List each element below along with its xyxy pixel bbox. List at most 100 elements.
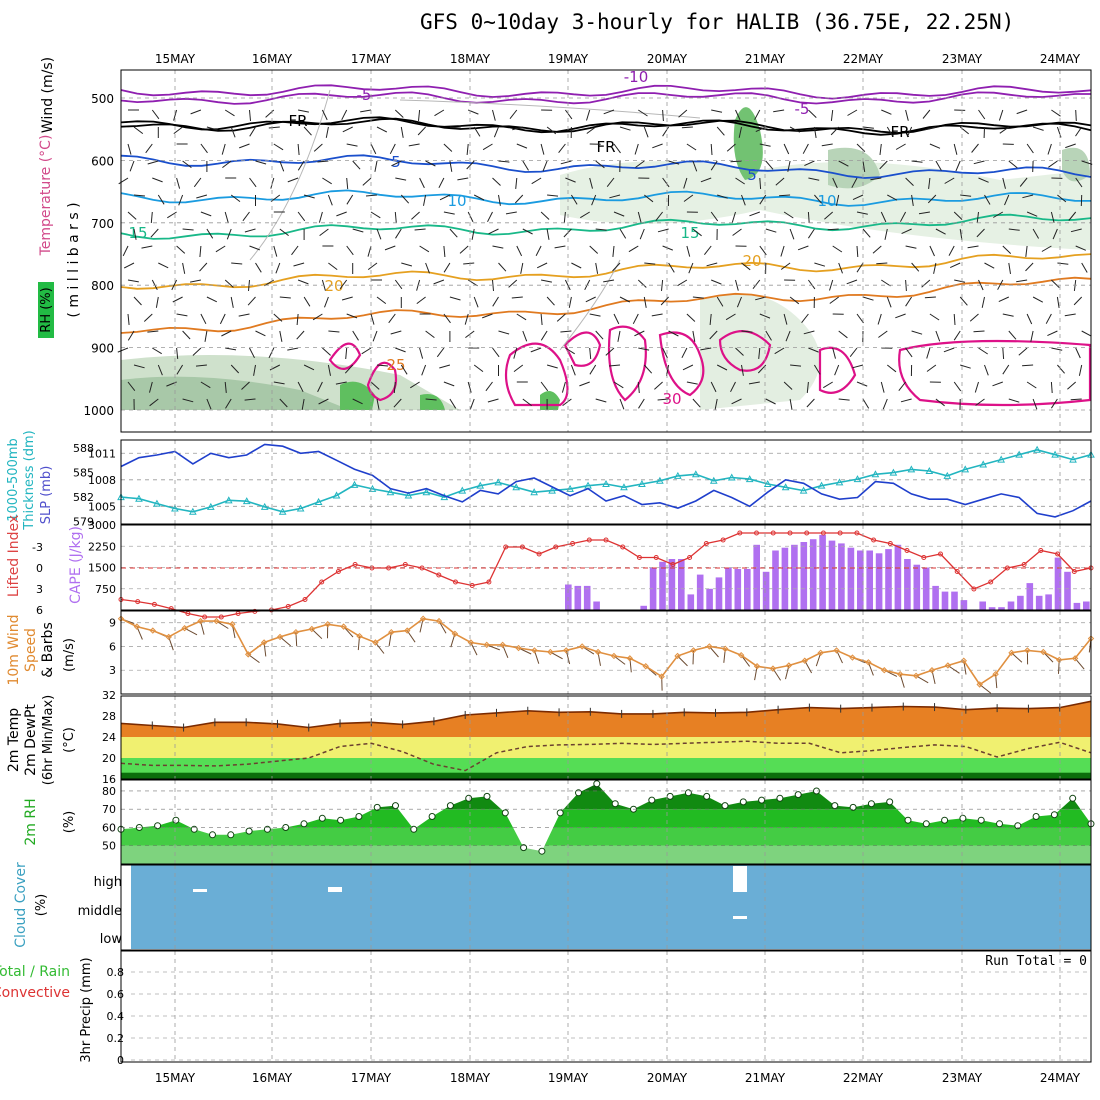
wind-barb	[346, 245, 354, 256]
wind-barb	[1032, 296, 1044, 303]
wind-speed-point	[117, 615, 125, 622]
wind-barb	[540, 313, 543, 326]
cape-bar	[574, 585, 582, 610]
wind-barb	[346, 194, 354, 205]
wind-barb	[360, 109, 372, 113]
wind-barb	[700, 347, 712, 351]
run-total-label: Run Total = 0	[985, 954, 1087, 969]
wind-barb	[516, 313, 527, 321]
wind-barb	[1008, 160, 1018, 169]
cape-bar	[960, 600, 968, 610]
thickness-point	[206, 502, 215, 510]
wind-barb	[978, 109, 986, 120]
wind-barb	[564, 279, 571, 291]
wind-barb	[151, 109, 160, 120]
wind-barb	[370, 211, 381, 219]
wind-barb	[230, 296, 234, 308]
li-point	[820, 530, 826, 536]
pressure-tick-label: 600	[91, 154, 114, 168]
thickness-tick-label: 582	[73, 491, 94, 504]
wind-barb	[221, 330, 232, 337]
wind-barb	[585, 296, 596, 303]
wind-barb	[222, 160, 232, 169]
wind-barb	[612, 262, 621, 272]
rh-contour	[559, 259, 621, 351]
wind-speed-point	[610, 652, 618, 660]
wind-barb	[797, 245, 809, 251]
wind-barb	[473, 364, 484, 373]
thickness-point	[1033, 445, 1041, 453]
wind-barb	[522, 398, 532, 407]
wind-barb	[249, 109, 251, 122]
cape-bar	[1054, 557, 1062, 610]
t2-label-3: (6hr Min/Max)	[41, 695, 56, 785]
wind-barb	[293, 262, 305, 267]
wind-barb	[731, 211, 736, 223]
wind-barb	[433, 279, 445, 285]
li-tick-label: -3	[32, 541, 43, 554]
cape-bar	[1035, 595, 1043, 610]
wind-barb	[735, 347, 744, 356]
thickness-point	[871, 470, 880, 478]
thickness-point	[763, 479, 772, 488]
wind-barb	[832, 347, 836, 359]
li-point	[486, 579, 492, 585]
thickness-point	[189, 507, 197, 515]
isotherm-30-contour	[818, 346, 857, 394]
wind-speed-point	[1040, 648, 1047, 656]
wind-barb	[807, 279, 816, 290]
rh2-label: 2m RH	[23, 798, 39, 845]
wind-barb	[595, 262, 599, 274]
wind-barb	[410, 381, 420, 389]
date-label-bottom: 16MAY	[252, 1071, 293, 1085]
wind-barb	[886, 296, 892, 308]
wind-barb	[219, 313, 226, 325]
temp-tick-label: 28	[102, 710, 116, 723]
li-point	[285, 604, 291, 609]
wind-barb	[686, 313, 696, 322]
li-point	[469, 583, 475, 588]
wind-barb	[522, 228, 533, 235]
rh-tick-label: 60	[102, 821, 116, 834]
wind-barb	[513, 347, 518, 359]
wind-barb	[324, 296, 329, 308]
wind-barb	[706, 262, 718, 267]
wind-barb	[655, 211, 663, 222]
thickness-tick-label: 585	[73, 467, 94, 480]
wind-barb	[540, 143, 545, 155]
rh2m-panel-frame	[120, 779, 1092, 865]
precip-label-3: 3hr Precip (mm)	[79, 957, 94, 1062]
wind-barb	[312, 313, 323, 321]
wind-speed-point	[435, 617, 443, 625]
thickness-point	[691, 470, 700, 478]
wind-barb	[127, 143, 132, 155]
wind-speed-point	[388, 628, 395, 636]
surface-wind-barb	[915, 675, 929, 684]
wind-barb	[253, 364, 256, 376]
wind-barb	[783, 211, 794, 219]
wind-barb	[150, 228, 159, 238]
thickness-point	[171, 504, 179, 512]
li-point	[720, 537, 726, 543]
wind-barb	[471, 228, 475, 240]
wind-barb	[933, 262, 937, 274]
wind-barb	[959, 126, 970, 135]
cape-bar	[678, 559, 685, 610]
li-point	[1055, 551, 1061, 557]
cape-bar	[781, 547, 789, 610]
wind-barb	[485, 381, 493, 392]
wind-barb	[981, 296, 985, 308]
wind-barb	[279, 330, 283, 342]
wind-barb	[273, 245, 278, 257]
wind-barb	[984, 262, 995, 269]
cape-bar	[857, 550, 864, 610]
cape-bar	[913, 564, 921, 610]
wind-barb	[498, 160, 510, 163]
wind-barb	[1018, 347, 1028, 356]
date-label-top: 21MAY	[745, 52, 786, 66]
isotherm-label: -10	[624, 68, 649, 86]
wind-barb	[790, 364, 802, 367]
wind-barb	[1075, 347, 1081, 359]
wind-barb	[531, 177, 542, 185]
thickness-point	[1051, 450, 1059, 458]
